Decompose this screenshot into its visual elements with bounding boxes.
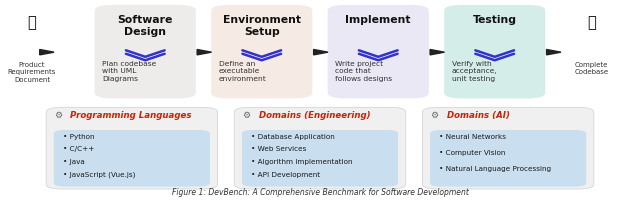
Text: Complete
Codebase: Complete Codebase bbox=[574, 62, 609, 75]
FancyBboxPatch shape bbox=[328, 5, 429, 98]
Text: Domains (AI): Domains (AI) bbox=[447, 111, 509, 120]
Polygon shape bbox=[547, 49, 561, 55]
FancyBboxPatch shape bbox=[54, 130, 210, 187]
Text: Figure 1: DevBench: A Comprehensive Benchmark for Software Development: Figure 1: DevBench: A Comprehensive Benc… bbox=[172, 188, 468, 197]
Text: • Java: • Java bbox=[63, 159, 84, 165]
Text: 📖: 📖 bbox=[28, 15, 36, 30]
FancyBboxPatch shape bbox=[234, 107, 406, 189]
FancyBboxPatch shape bbox=[422, 107, 594, 189]
Text: Plan codebase
with UML
Diagrams: Plan codebase with UML Diagrams bbox=[102, 61, 157, 82]
Polygon shape bbox=[314, 49, 328, 55]
Text: ⚙: ⚙ bbox=[430, 111, 438, 120]
Polygon shape bbox=[40, 49, 54, 55]
Text: Product
Requirements
Document: Product Requirements Document bbox=[8, 62, 56, 83]
FancyBboxPatch shape bbox=[46, 107, 218, 189]
Text: • Web Services: • Web Services bbox=[251, 146, 307, 153]
FancyBboxPatch shape bbox=[444, 5, 545, 98]
Polygon shape bbox=[197, 49, 211, 55]
Text: • JavaScript (Vue.js): • JavaScript (Vue.js) bbox=[63, 172, 135, 178]
FancyBboxPatch shape bbox=[242, 130, 398, 187]
Text: Testing: Testing bbox=[473, 15, 516, 25]
Text: Domains (Engineering): Domains (Engineering) bbox=[259, 111, 370, 120]
Text: Verify with
acceptance,
unit testing: Verify with acceptance, unit testing bbox=[452, 61, 497, 82]
Text: 🖥: 🖥 bbox=[587, 15, 596, 30]
FancyBboxPatch shape bbox=[95, 5, 196, 98]
Text: Software
Design: Software Design bbox=[118, 15, 173, 37]
Text: • Algorithm Implementation: • Algorithm Implementation bbox=[251, 159, 353, 165]
Text: • Computer Vision: • Computer Vision bbox=[439, 150, 506, 156]
Text: • Python: • Python bbox=[63, 134, 94, 140]
Text: • Database Application: • Database Application bbox=[251, 134, 335, 140]
Text: ⚙: ⚙ bbox=[242, 111, 250, 120]
Text: Implement: Implement bbox=[346, 15, 411, 25]
Text: Write project
code that
follows designs: Write project code that follows designs bbox=[335, 61, 392, 82]
Text: Define an
executable
environment: Define an executable environment bbox=[219, 61, 267, 82]
Text: Environment
Setup: Environment Setup bbox=[223, 15, 301, 37]
Polygon shape bbox=[430, 49, 445, 55]
Text: ⚙: ⚙ bbox=[54, 111, 62, 120]
FancyBboxPatch shape bbox=[211, 5, 312, 98]
Text: • API Development: • API Development bbox=[251, 172, 320, 178]
FancyBboxPatch shape bbox=[430, 130, 586, 187]
Text: • Natural Language Processing: • Natural Language Processing bbox=[439, 166, 551, 172]
Text: • Neural Networks: • Neural Networks bbox=[439, 134, 506, 140]
Text: Programming Languages: Programming Languages bbox=[70, 111, 192, 120]
Text: • C/C++: • C/C++ bbox=[63, 146, 94, 153]
